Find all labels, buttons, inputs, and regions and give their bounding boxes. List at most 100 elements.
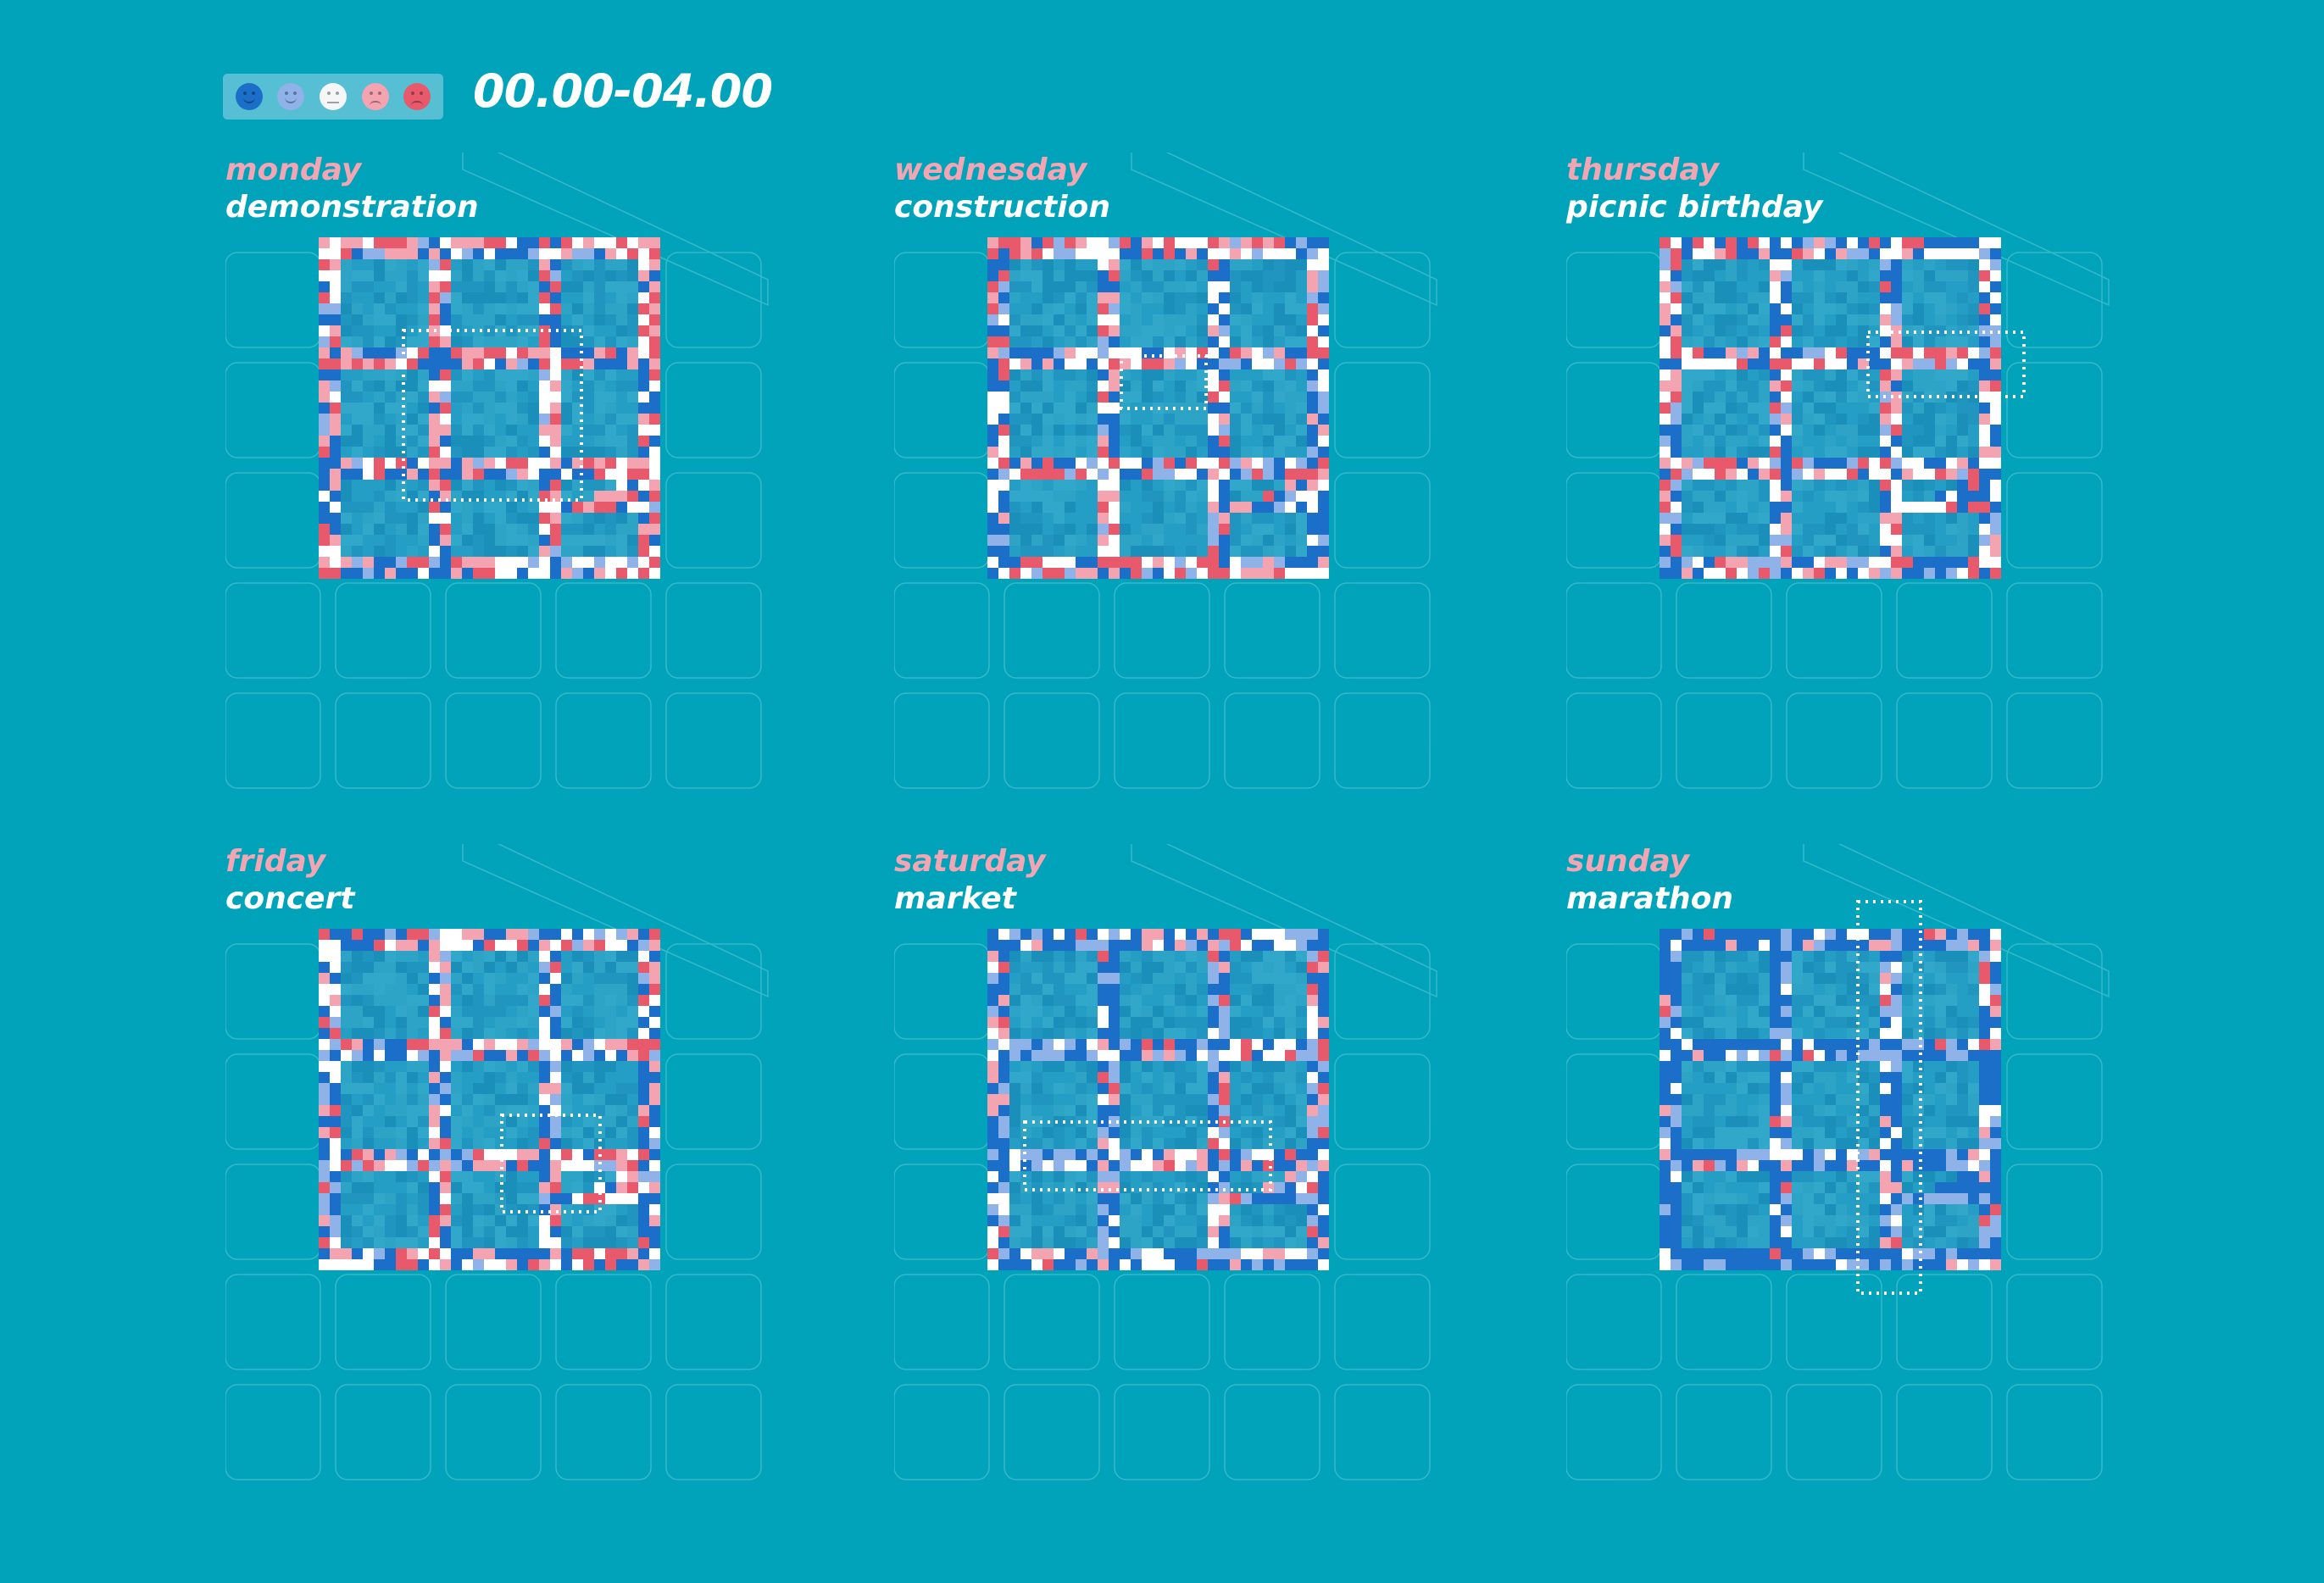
street-cell: [998, 1193, 1009, 1204]
block-cell: [1186, 281, 1197, 292]
street-cell: [1891, 535, 1902, 546]
block-cell: [1186, 1072, 1197, 1083]
street-cell: [1913, 557, 1924, 568]
street-cell: [1219, 1237, 1230, 1248]
street-cell: [1098, 491, 1109, 502]
block-cell: [418, 480, 429, 491]
street-cell: [429, 973, 440, 984]
street-cell: [1274, 1039, 1285, 1050]
street-cell: [1009, 358, 1020, 369]
block-cell: [605, 1006, 616, 1017]
street-cell: [319, 1160, 330, 1171]
street-cell: [1164, 1160, 1175, 1171]
street-cell: [385, 557, 396, 568]
street-cell: [1770, 425, 1781, 436]
street-cell: [1880, 336, 1891, 347]
street-cell: [1858, 568, 1869, 579]
block-cell: [583, 369, 594, 380]
block-cell: [1814, 270, 1825, 281]
block-cell: [1748, 259, 1759, 270]
block-cell: [1803, 314, 1814, 325]
block-cell: [473, 502, 484, 513]
street-cell: [539, 984, 550, 995]
block-cell: [1175, 1072, 1186, 1083]
block-cell: [1087, 1237, 1098, 1248]
street-cell: [998, 248, 1009, 259]
block-cell: [1087, 314, 1098, 325]
block-cell: [1836, 392, 1847, 403]
block-cell: [451, 1028, 462, 1039]
street-cell: [1318, 1116, 1329, 1127]
street-cell: [418, 248, 429, 259]
block-cell: [572, 1138, 583, 1149]
block-cell: [572, 524, 583, 535]
block-cell: [517, 1094, 528, 1105]
block-cell: [473, 1138, 484, 1149]
block-cell: [1230, 403, 1241, 414]
street-cell: [1186, 358, 1197, 369]
street-cell: [319, 1193, 330, 1204]
block-cell: [418, 1182, 429, 1193]
block-cell: [1230, 1105, 1241, 1116]
block-cell: [1682, 425, 1693, 436]
street-cell: [506, 248, 517, 259]
street-cell: [1164, 469, 1175, 480]
block-cell: [1682, 414, 1693, 425]
block-cell: [462, 325, 473, 336]
block-outline: [1224, 692, 1320, 789]
street-cell: [1252, 1050, 1263, 1061]
block-cell: [1076, 951, 1087, 962]
street-cell: [998, 447, 1009, 458]
street-cell: [429, 557, 440, 568]
street-cell: [1307, 929, 1318, 940]
block-cell: [572, 513, 583, 524]
street-cell: [1263, 502, 1274, 513]
street-cell: [330, 1017, 341, 1028]
block-cell: [352, 1193, 363, 1204]
street-cell: [1715, 568, 1726, 579]
block-cell: [407, 1083, 418, 1094]
street-cell: [1682, 248, 1693, 259]
street-cell: [319, 1017, 330, 1028]
street-cell: [572, 1160, 583, 1171]
street-cell: [341, 358, 352, 369]
street-cell: [1891, 502, 1902, 513]
block-cell: [572, 1226, 583, 1237]
block-cell: [572, 259, 583, 270]
street-cell: [998, 480, 1009, 491]
street-cell: [1009, 237, 1020, 248]
block-cell: [396, 1226, 407, 1237]
street-cell: [605, 1039, 616, 1050]
block-cell: [396, 1028, 407, 1039]
block-cell: [396, 1237, 407, 1248]
street-cell: [462, 458, 473, 469]
street-cell: [561, 502, 572, 513]
street-cell: [1285, 480, 1296, 491]
street-cell: [1219, 1061, 1230, 1072]
street-cell: [1208, 1061, 1219, 1072]
street-cell: [462, 358, 473, 369]
street-cell: [1318, 1127, 1329, 1138]
street-cell: [627, 940, 638, 951]
street-cell: [396, 1050, 407, 1061]
block-cell: [363, 403, 374, 414]
block-cell: [594, 425, 605, 436]
block-cell: [1858, 292, 1869, 303]
block-cell: [627, 973, 638, 984]
block-cell: [341, 546, 352, 557]
block-cell: [517, 447, 528, 458]
block-cell: [1020, 425, 1031, 436]
block-cell: [627, 281, 638, 292]
block-cell: [1020, 1105, 1031, 1116]
block-cell: [1120, 951, 1131, 962]
block-cell: [1704, 502, 1715, 513]
street-cell: [462, 1149, 473, 1160]
block-cell: [341, 292, 352, 303]
street-cell: [987, 270, 998, 281]
block-cell: [506, 392, 517, 403]
street-cell: [1307, 369, 1318, 380]
block-cell: [1715, 436, 1726, 447]
street-cell: [1990, 403, 2001, 414]
block-cell: [506, 314, 517, 325]
street-cell: [1131, 347, 1142, 358]
